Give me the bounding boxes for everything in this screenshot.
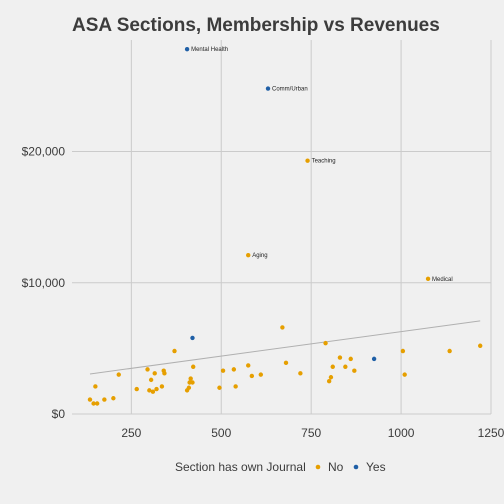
data-points [87, 46, 483, 406]
data-point-no [190, 380, 195, 385]
data-point-no [246, 363, 251, 368]
x-tick-label: 1250 [478, 426, 504, 440]
data-point-yes [371, 356, 377, 362]
data-point-no [162, 371, 167, 376]
legend: Section has own Journal No Yes [175, 460, 386, 474]
data-point-yes [265, 86, 271, 91]
point-label: Medical [432, 277, 453, 283]
data-point-no [172, 348, 177, 354]
data-point-no [478, 343, 483, 348]
data-point-no [134, 386, 139, 392]
data-point-no [348, 356, 353, 362]
chart-title: ASA Sections, Membership vs Revenues [72, 15, 440, 36]
y-tick-label: $20,000 [22, 145, 66, 159]
grid-lines [72, 40, 492, 415]
data-point-no [188, 376, 193, 381]
data-point-no [258, 372, 264, 377]
data-point-no [145, 367, 150, 372]
data-point-no [283, 360, 289, 366]
point-annotations: Mental Health Comm/Urban Teaching Aging Medi… [191, 47, 453, 283]
trend-line [89, 320, 481, 375]
data-point-no [425, 276, 431, 282]
data-point-no [154, 386, 159, 392]
point-label: Aging [252, 253, 267, 259]
data-point-no [246, 253, 251, 258]
data-point-no [298, 371, 303, 376]
data-point-no [147, 388, 152, 393]
trend-line-group [89, 320, 481, 375]
point-label: Teaching [312, 159, 336, 165]
data-point-no [102, 397, 107, 402]
point-label: Comm/Urban [272, 87, 308, 93]
data-point-yes [190, 335, 195, 341]
data-point-no [186, 385, 192, 390]
data-point-no [94, 401, 100, 406]
data-point-no [280, 325, 285, 330]
data-point-no [191, 364, 196, 369]
x-tick-label: 750 [301, 426, 321, 440]
data-point-no [400, 348, 406, 354]
legend-swatch [353, 464, 359, 470]
legend-title: Section has own Journal [175, 460, 306, 474]
x-tick-label: 1000 [388, 426, 415, 440]
data-point-no [150, 389, 156, 394]
data-point-yes [184, 46, 190, 52]
data-point-no [148, 377, 154, 383]
data-point-no [323, 340, 328, 346]
data-point-no [447, 348, 452, 354]
data-point-no [337, 355, 343, 360]
axis-tick-labels: 250 500 750 1000 1250 $0 $10,000 $20,000 [22, 145, 504, 440]
data-point-no [231, 367, 237, 372]
data-point-no [159, 384, 165, 389]
legend-entry-label: Yes [366, 460, 386, 474]
data-point-no [352, 368, 357, 373]
data-point-no [305, 158, 310, 163]
data-point-no [330, 364, 335, 369]
data-point-no [111, 396, 116, 401]
point-label: Mental Health [191, 47, 228, 53]
data-point-no [343, 364, 348, 369]
data-point-no [152, 371, 157, 376]
x-tick-label: 500 [211, 426, 231, 440]
data-point-no [326, 378, 332, 384]
data-point-no [91, 401, 96, 406]
y-tick-label: $10,000 [22, 276, 66, 290]
data-point-no [87, 397, 93, 402]
data-point-no [402, 372, 407, 377]
x-tick-label: 250 [121, 426, 141, 440]
y-tick-label: $0 [52, 407, 66, 421]
legend-swatch [315, 464, 321, 470]
data-point-no [233, 384, 238, 389]
data-point-no [220, 368, 226, 373]
data-point-no [328, 375, 334, 380]
data-point-no [217, 385, 222, 390]
data-point-no [93, 384, 98, 389]
data-point-no [249, 373, 255, 379]
legend-entry-label: No [328, 460, 344, 474]
data-point-no [116, 372, 121, 377]
